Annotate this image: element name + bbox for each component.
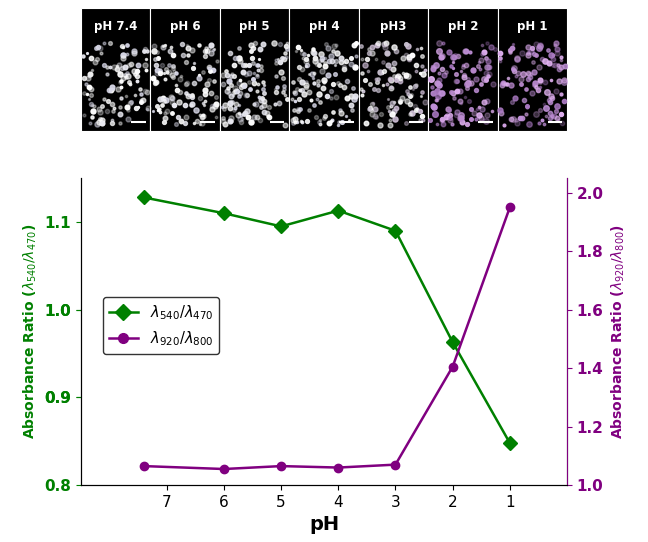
X-axis label: pH: pH <box>309 515 339 534</box>
Bar <box>289 8 359 131</box>
Text: pH 2: pH 2 <box>448 21 478 34</box>
Bar <box>220 8 289 131</box>
Text: pH 4: pH 4 <box>308 21 340 34</box>
Y-axis label: Absorbance Ratio ($\lambda_{920}/\lambda_{800}$): Absorbance Ratio ($\lambda_{920}/\lambda… <box>609 224 627 439</box>
Text: pH 1: pH 1 <box>517 21 548 34</box>
Text: pH 6: pH 6 <box>170 21 200 34</box>
Bar <box>428 8 498 131</box>
Bar <box>359 8 428 131</box>
Text: pH 7.4: pH 7.4 <box>94 21 137 34</box>
Text: pH 5: pH 5 <box>239 21 270 34</box>
Text: pH3: pH3 <box>380 21 406 34</box>
Bar <box>498 8 567 131</box>
Y-axis label: Absorbance Ratio ($\lambda_{540}/\lambda_{470}$): Absorbance Ratio ($\lambda_{540}/\lambda… <box>21 224 39 439</box>
Bar <box>81 8 150 131</box>
Bar <box>150 8 220 131</box>
Legend: $\lambda_{540}/\lambda_{470}$, $\lambda_{920}/\lambda_{800}$: $\lambda_{540}/\lambda_{470}$, $\lambda_… <box>103 298 219 354</box>
